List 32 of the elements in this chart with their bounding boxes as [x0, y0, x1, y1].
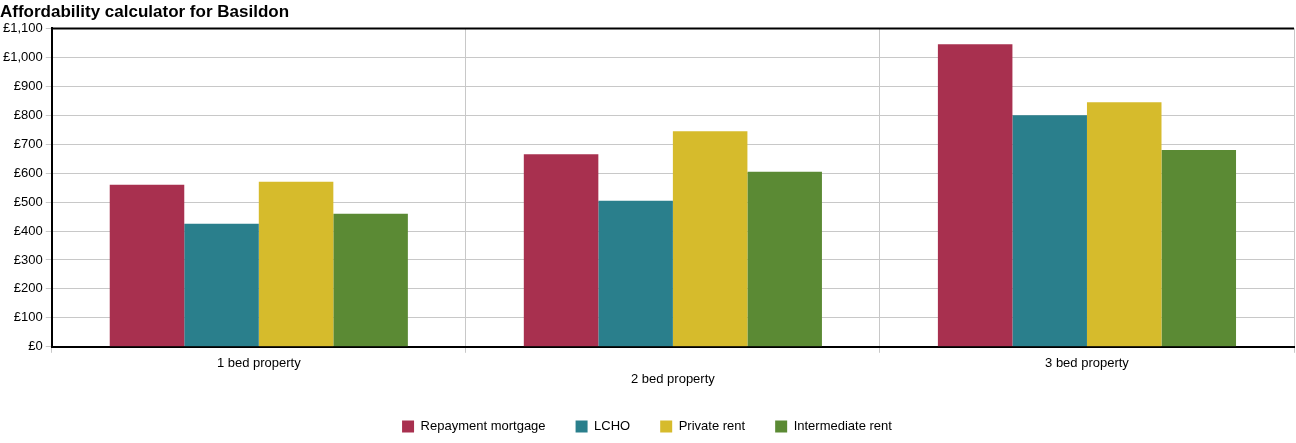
x-tick-label: 3 bed property — [1045, 355, 1130, 371]
y-tick-label: £1,100 — [3, 19, 43, 35]
legend-label: Private rent — [678, 418, 746, 434]
bar — [1012, 115, 1087, 347]
y-tick-label: £700 — [13, 135, 43, 151]
y-tick-label: £900 — [13, 77, 43, 93]
bar — [1161, 149, 1237, 347]
bar — [747, 171, 822, 347]
legend-label: Intermediate rent — [793, 418, 893, 434]
y-tick-label: £400 — [13, 222, 43, 238]
bar — [672, 131, 748, 347]
y-tick-label: £500 — [13, 193, 43, 209]
bar — [333, 213, 408, 347]
y-tick-label: £200 — [13, 280, 43, 296]
chart-title: Affordability calculator for Basildon — [0, 1, 290, 21]
y-tick-label: £1,000 — [3, 48, 43, 64]
legend-label: Repayment mortgage — [420, 418, 546, 434]
bar — [258, 181, 334, 347]
bar — [598, 200, 673, 347]
legend-label: LCHO — [594, 418, 631, 434]
bar — [523, 154, 599, 347]
bar — [184, 223, 259, 347]
bar — [937, 44, 1013, 347]
y-tick-label: £800 — [13, 106, 43, 122]
x-tick-label: 2 bed property — [630, 370, 716, 386]
bar — [1086, 102, 1162, 347]
y-tick-label: £0 — [28, 338, 43, 354]
y-tick-label: £100 — [13, 309, 43, 325]
y-tick-label: £300 — [13, 251, 43, 267]
x-tick-label: 1 bed property — [216, 355, 302, 371]
bar — [109, 184, 185, 347]
y-tick-label: £600 — [13, 164, 43, 180]
